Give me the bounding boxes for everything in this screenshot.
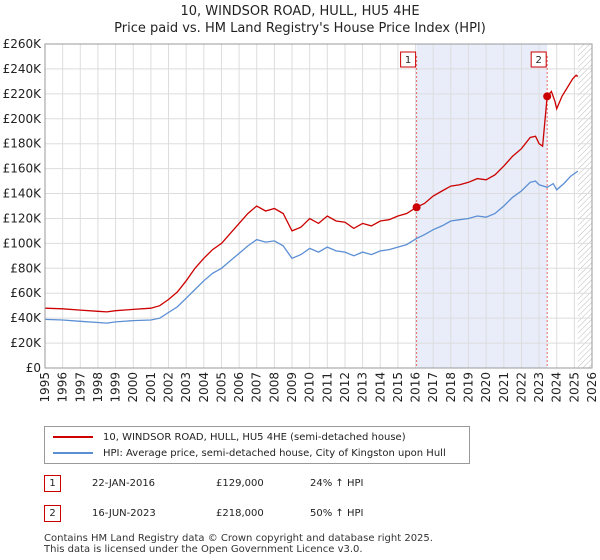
x-tick-label: 2004 — [197, 372, 211, 403]
y-tick-label: £20K — [10, 336, 42, 350]
chart-legend: 10, WINDSOR ROAD, HULL, HU5 4HE (semi-de… — [44, 426, 470, 464]
x-tick-label: 2003 — [179, 372, 193, 403]
y-tick-label: £140K — [3, 187, 43, 201]
y-tick-label: £60K — [10, 286, 42, 300]
x-tick-label: 2023 — [532, 372, 546, 403]
y-tick-label: £240K — [3, 62, 43, 76]
y-tick-label: £120K — [3, 211, 43, 225]
x-tick-label: 2000 — [126, 372, 140, 403]
x-tick-label: 2009 — [285, 372, 299, 403]
y-tick-label: £80K — [10, 261, 42, 275]
x-tick-label: 1996 — [56, 372, 70, 403]
x-tick-label: 2014 — [373, 372, 387, 403]
sale-period-shading — [416, 44, 548, 368]
sale-hpi-delta: 24% ↑ HPI — [310, 478, 364, 489]
y-tick-label: £220K — [3, 87, 43, 101]
x-tick-label: 2007 — [250, 372, 264, 403]
x-tick-label: 2008 — [267, 372, 281, 403]
x-tick-label: 2001 — [144, 372, 158, 403]
x-tick-label: 2002 — [162, 372, 176, 403]
y-tick-label: £40K — [10, 311, 42, 325]
x-tick-label: 1995 — [38, 372, 52, 403]
y-tick-label: £180K — [3, 137, 43, 151]
x-tick-label: 2022 — [514, 372, 528, 403]
plot-frame — [44, 43, 593, 369]
y-tick-label: £100K — [3, 236, 43, 250]
chart-title: 10, WINDSOR ROAD, HULL, HU5 4HE — [180, 4, 420, 19]
x-tick-label: 2017 — [426, 372, 440, 403]
x-tick-label: 1997 — [73, 372, 87, 403]
property-series-line — [44, 74, 579, 313]
x-tick-label: 2021 — [497, 372, 511, 403]
sale-date: 22-JAN-2016 — [92, 478, 156, 489]
x-tick-label: 2020 — [479, 372, 493, 403]
x-tick-label: 2019 — [461, 372, 475, 403]
x-tick-label: 2005 — [214, 372, 228, 403]
x-tick-label: 2015 — [391, 372, 405, 403]
x-tick-label: 2025 — [567, 372, 581, 403]
y-tick-label: £0 — [26, 361, 41, 375]
legend-label-hpi: HPI: Average price, semi-detached house,… — [103, 447, 446, 459]
legend-item-hpi: HPI: Average price, semi-detached house,… — [53, 446, 446, 460]
sale-label-box — [400, 51, 417, 68]
sale-price: £218,000 — [216, 508, 264, 519]
x-tick-label: 2024 — [550, 372, 564, 403]
price-chart: 1 2 £0 £20K £40K £60K £80K £100K £120K £140K £160… — [3, 37, 599, 403]
sale-date: 16-JUN-2023 — [92, 508, 156, 519]
sale-label-text: 1 — [405, 55, 411, 66]
x-tick-label: 2006 — [232, 372, 246, 403]
x-tick-label: 2018 — [444, 372, 458, 403]
y-tick-label: £260K — [3, 37, 43, 51]
sale-hpi-delta: 50% ↑ HPI — [310, 508, 364, 519]
sale-label-box — [530, 51, 547, 68]
y-tick-label: £200K — [3, 112, 43, 126]
x-tick-label: 2026 — [585, 372, 599, 403]
sale-marker-badge: 1 — [44, 475, 61, 492]
x-tick-label: 1998 — [91, 372, 105, 403]
sale-point — [412, 203, 421, 212]
sale-marker-badge: 2 — [44, 505, 61, 522]
footer-licence: This data is licensed under the Open Gov… — [44, 544, 363, 555]
y-tick-label: £160K — [3, 162, 43, 176]
x-tick-label: 1999 — [109, 372, 123, 403]
x-tick-label: 2013 — [356, 372, 370, 403]
x-tick-label: 2011 — [320, 372, 334, 403]
sale-point — [543, 92, 552, 101]
legend-swatch-hpi — [53, 452, 93, 454]
footer-copyright: Contains HM Land Registry data © Crown c… — [44, 533, 433, 544]
x-tick-label: 2016 — [409, 372, 423, 403]
legend-item-property: 10, WINDSOR ROAD, HULL, HU5 4HE (semi-de… — [53, 430, 406, 444]
chart-subtitle: Price paid vs. HM Land Registry's House … — [114, 21, 486, 36]
legend-label-property: 10, WINDSOR ROAD, HULL, HU5 4HE (semi-de… — [103, 431, 406, 443]
forecast-hatch-region — [577, 44, 592, 368]
sale-label-text: 2 — [535, 55, 541, 66]
x-tick-label: 2012 — [338, 372, 352, 403]
legend-swatch-property — [53, 436, 93, 438]
x-tick-label: 2010 — [303, 372, 317, 403]
hpi-series-line — [44, 170, 579, 324]
sale-price: £129,000 — [216, 478, 264, 489]
